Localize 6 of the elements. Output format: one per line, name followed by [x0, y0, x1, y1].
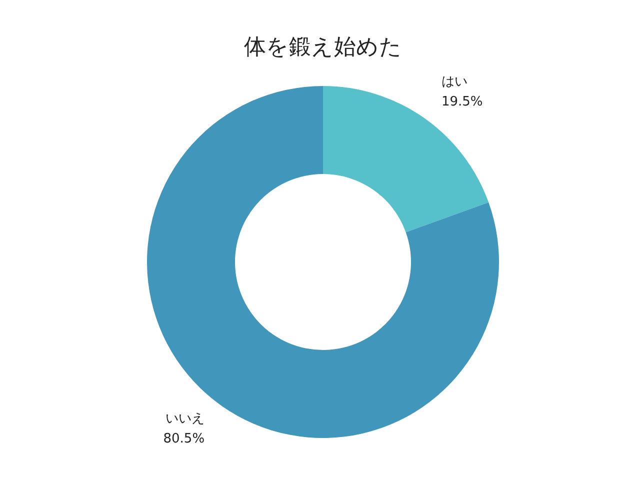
donut-slice [323, 86, 489, 232]
data-label: 80.5% [163, 432, 205, 447]
data-label: 19.5% [441, 94, 483, 110]
slice-label: はい [441, 74, 468, 90]
slice-label: いいえ [166, 412, 205, 427]
chart-title: 体を鍛え始めた [244, 35, 402, 60]
